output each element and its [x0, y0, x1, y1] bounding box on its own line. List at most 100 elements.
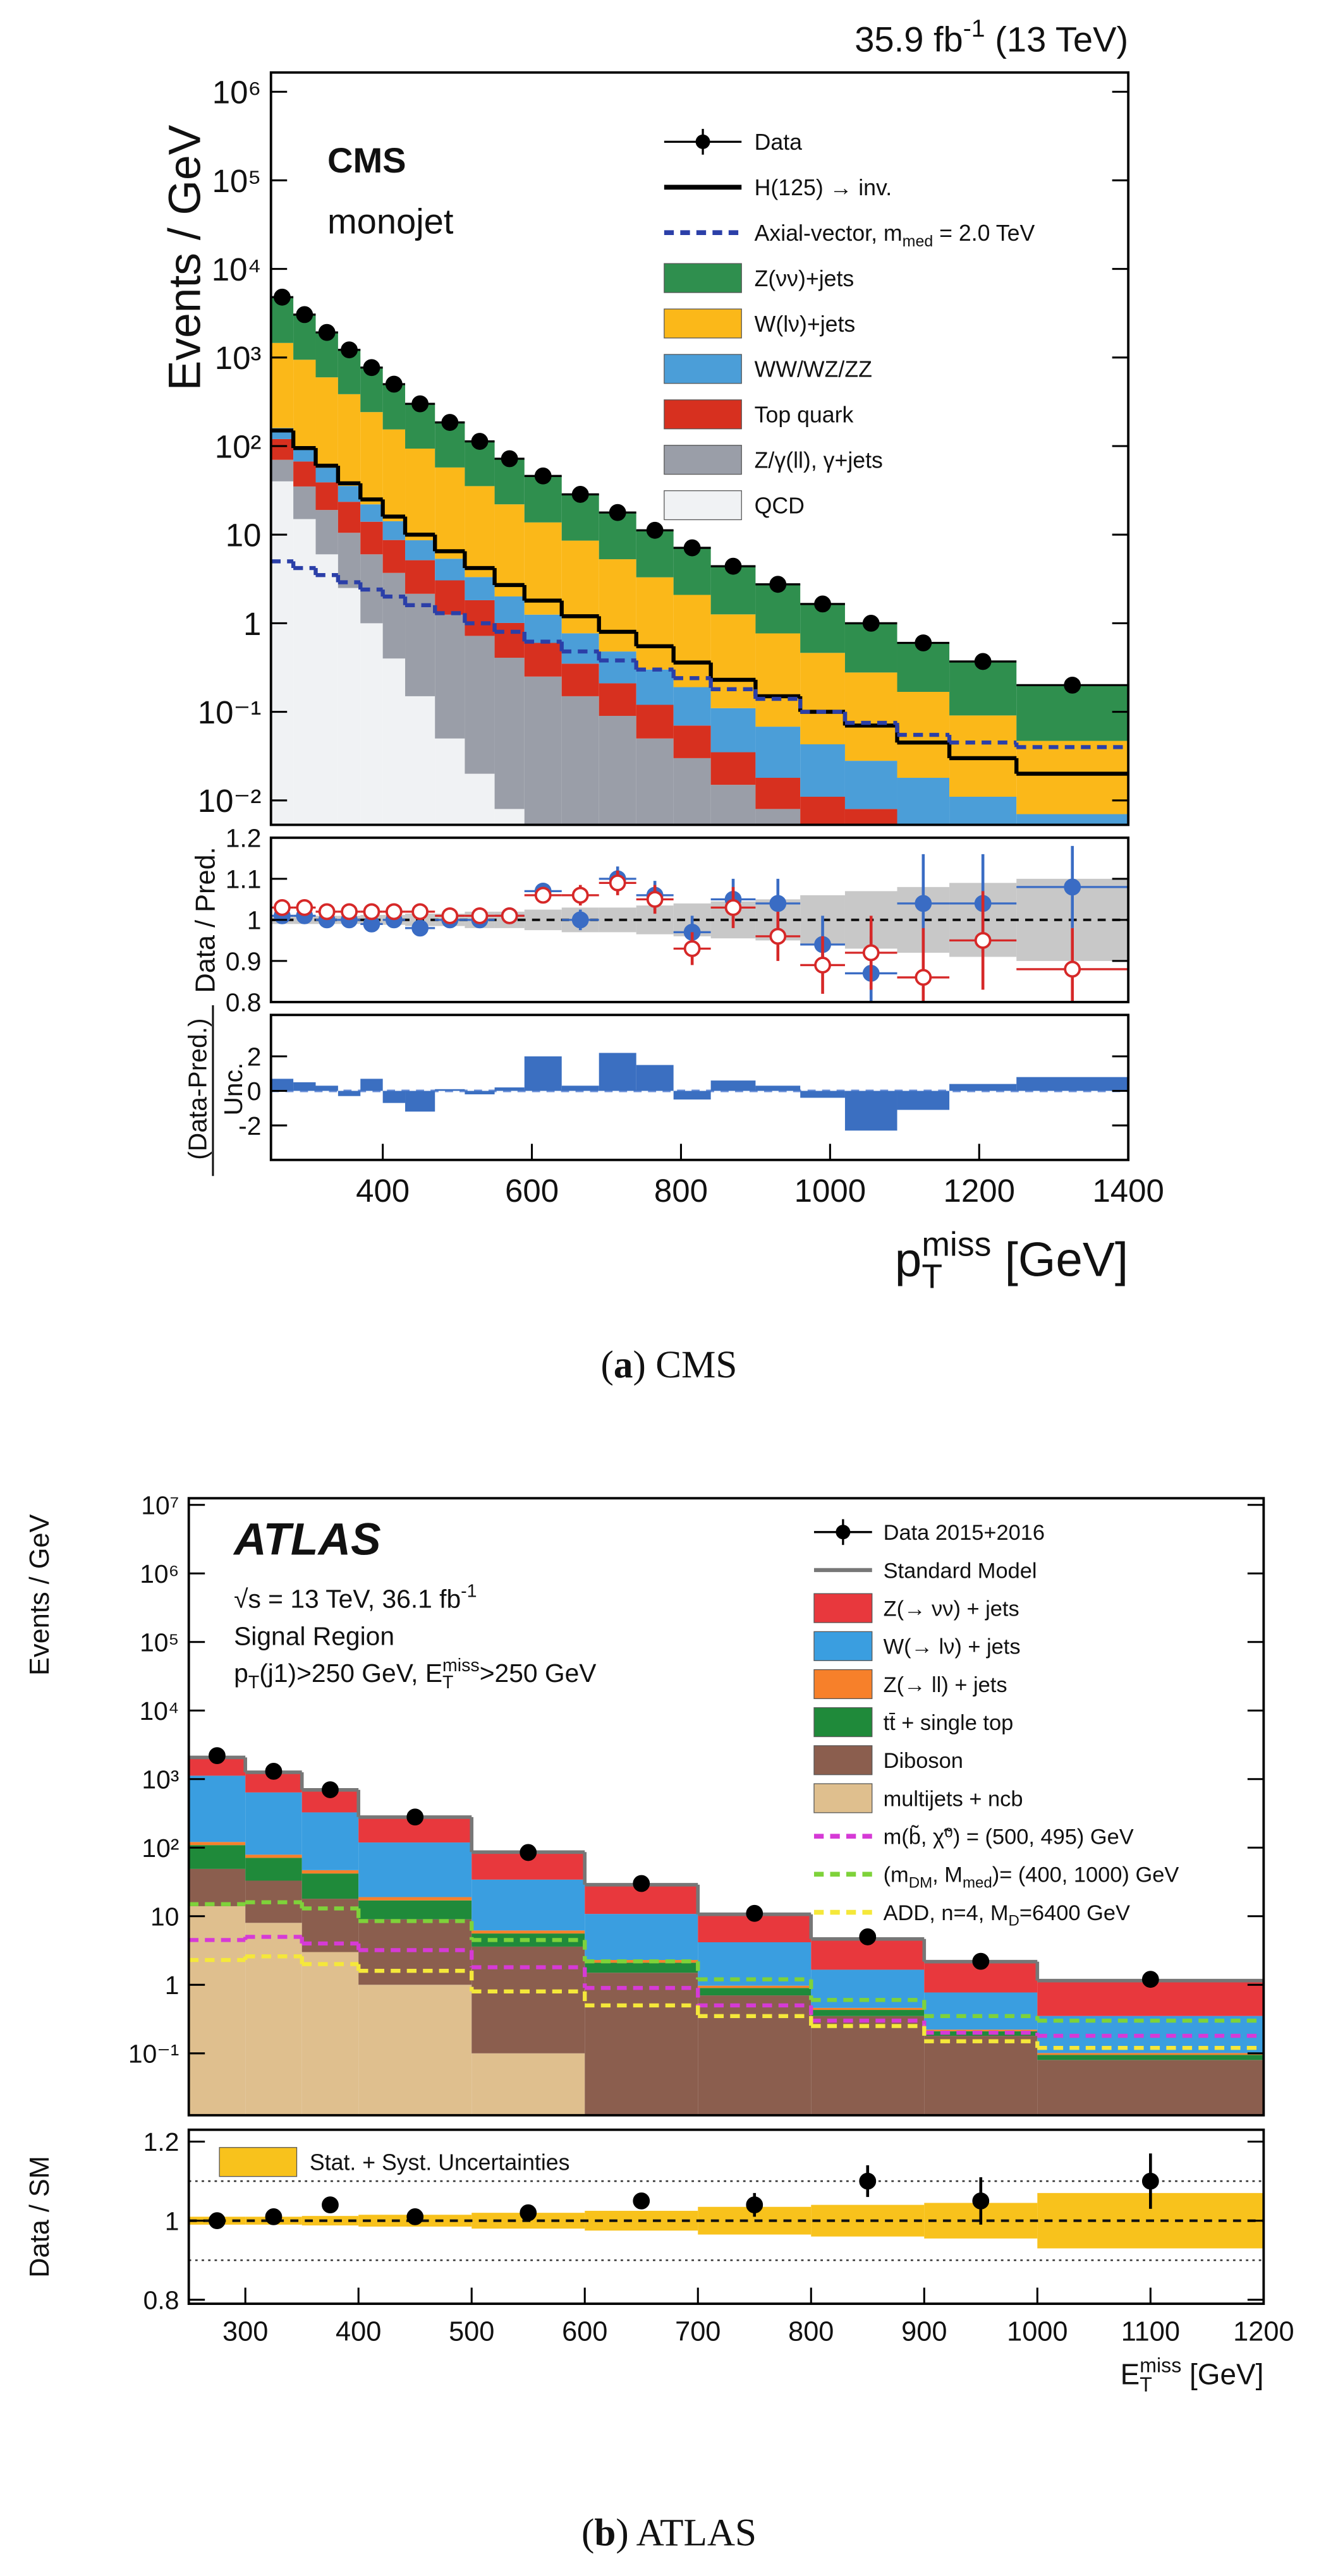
text-part: >250 GeV [480, 1659, 597, 1688]
stack-segment [710, 752, 756, 785]
pull-bar [1016, 1077, 1129, 1091]
stack-segment [338, 486, 361, 502]
data-point [746, 2196, 763, 2214]
stack-segment [315, 468, 338, 483]
text-part: T [442, 1672, 453, 1693]
x-tick-label: 1000 [794, 1173, 866, 1209]
stack-segment [494, 596, 525, 623]
stack-segment [811, 2016, 925, 2115]
ratio-y-axis-label: Data / SM [25, 2156, 55, 2278]
legend-swatch [813, 1745, 873, 1775]
y-tick-label: 10 [150, 1902, 179, 1931]
pull-bar [844, 1091, 897, 1131]
y-tick-label: 10⁴ [212, 251, 262, 287]
text-part: ) ATLAS [616, 2512, 757, 2555]
plot-frame [269, 1013, 1130, 1161]
text-part: = 2.0 TeV [933, 221, 1035, 246]
data-point [571, 486, 589, 503]
stack-segment [301, 1870, 359, 1874]
legend-marker [695, 134, 710, 149]
x-tick-label: 1200 [944, 1173, 1015, 1209]
stack-segment [382, 429, 406, 521]
x-tick-label: 400 [356, 1173, 410, 1209]
stack-segment [524, 676, 562, 825]
legend-label: H(125) → inv. [755, 175, 892, 200]
data-point [862, 944, 880, 962]
text-part: [GeV] [1181, 2358, 1263, 2391]
data-point [341, 903, 358, 921]
stack-segment [245, 1854, 302, 1858]
stack-segment [599, 651, 636, 684]
text-part: (13 TeV) [985, 20, 1129, 59]
data-point [385, 375, 403, 393]
y-tick-label: 10⁻¹ [128, 2039, 179, 2068]
x-axis-label: pTmiss [GeV] [895, 1226, 1128, 1295]
text-part: b [594, 2512, 616, 2555]
text-part: (m [884, 1863, 909, 1887]
pull-bar [561, 1085, 599, 1091]
stack-segment [800, 796, 845, 825]
text-part: DM [909, 1874, 932, 1891]
legend-swatch [813, 1669, 873, 1700]
y-tick-label: 0.9 [226, 947, 262, 976]
legend-label: W(lν)+jets [755, 311, 856, 337]
data-point [265, 1763, 283, 1780]
x-tick-label: 800 [654, 1173, 708, 1209]
stack-segment [358, 1897, 472, 1901]
text-part: med [903, 233, 934, 250]
stack-segment [949, 662, 1017, 716]
stack-segment [465, 577, 495, 600]
pull-bar [360, 1079, 383, 1091]
text-part: E [1121, 2358, 1140, 2391]
stack-segment [636, 669, 674, 705]
data-point [385, 903, 403, 921]
plot-area [271, 288, 1129, 825]
data-point [859, 1928, 877, 1945]
y-tick-label: 10⁵ [140, 1628, 179, 1657]
stack-segment [710, 708, 756, 753]
data-point [520, 1844, 537, 1861]
stack-segment [1037, 2055, 1264, 2060]
region-label: Signal Region [234, 1621, 394, 1650]
y-tick-label: 10³ [142, 1765, 179, 1794]
y-axis-label: Events / GeV [25, 1514, 55, 1675]
stack-segment [315, 510, 338, 555]
data-point [609, 874, 626, 892]
data-point [209, 1747, 226, 1765]
pull-bar [599, 1053, 636, 1091]
stack-segment [188, 1775, 246, 1842]
x-tick-label: 700 [675, 2317, 721, 2347]
stack-segment [844, 761, 897, 809]
text-part: Axial-vector, m [755, 221, 903, 246]
data-point [769, 928, 787, 945]
text-part: T [248, 1672, 259, 1693]
stack-segment [673, 758, 711, 825]
stack-segment [561, 633, 599, 664]
y-axis-label: Events / GeV [160, 124, 210, 390]
text-part: med [963, 1874, 992, 1891]
text-part: =6400 GeV [1019, 1901, 1130, 1925]
stack-segment [585, 1962, 698, 1973]
text-part: 35.9 fb [854, 20, 963, 59]
stack-segment [338, 588, 361, 825]
y-tick-label: 1.2 [143, 2127, 179, 2156]
pull-bar [293, 1082, 316, 1091]
x-tick-label: 400 [336, 2317, 381, 2347]
stack-segment [673, 687, 711, 726]
stack-segment [1037, 2053, 1264, 2055]
stack-segment [471, 2053, 585, 2115]
y-tick-label: 10⁶ [140, 1559, 179, 1588]
stack-segment [599, 716, 636, 825]
data-point [769, 576, 787, 593]
stack-segment [358, 1900, 472, 1920]
legend-swatch [664, 399, 742, 430]
plot-frame [187, 2128, 1265, 2306]
data-point [209, 2212, 226, 2230]
y-tick-label: 1 [165, 2206, 179, 2235]
pull-bar [338, 1091, 361, 1096]
stack-segment [494, 622, 525, 658]
y-tick-label: 10² [215, 428, 262, 464]
data-point [972, 1952, 990, 1970]
